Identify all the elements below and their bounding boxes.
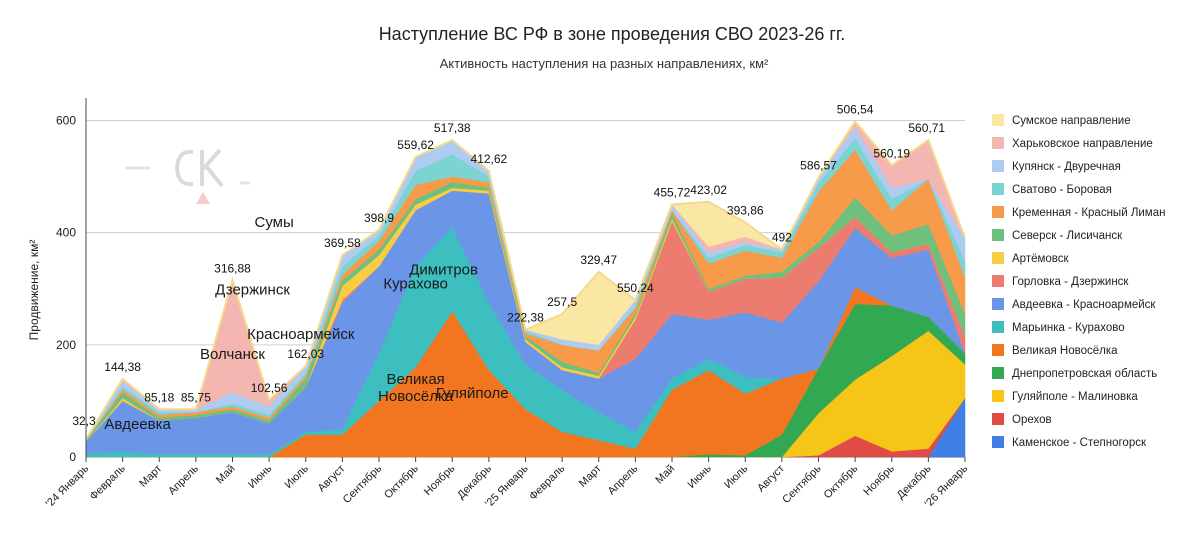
x-tick-label: Июнь — [685, 462, 713, 490]
total-data-label: 162,03 — [287, 347, 324, 361]
area-name-label: Новосёлка — [378, 388, 454, 405]
legend-entry: Кременная - Красный Лиман — [1012, 207, 1165, 219]
chart-subtitle: Активность наступления на разных направл… — [440, 56, 769, 71]
x-tick-label: Август — [316, 463, 348, 495]
area-name-label: Сумы — [254, 214, 293, 231]
x-tick-label: '24 Январь — [44, 462, 92, 510]
x-tick-label: Июль — [283, 462, 312, 491]
legend-swatch — [992, 413, 1004, 425]
legend-swatch — [992, 137, 1004, 149]
x-tick-label: Ноябрь — [861, 462, 897, 498]
y-tick-label: 600 — [56, 113, 76, 127]
y-axis-label: Продвижение, км² — [27, 240, 41, 341]
legend-swatch — [992, 160, 1004, 172]
legend-entry: Северск - Лисичанск — [1012, 230, 1123, 242]
total-data-label: 329,47 — [580, 253, 617, 267]
total-data-label: 222,38 — [507, 311, 544, 325]
legend-entry: Харьковское направление — [1012, 138, 1153, 150]
x-tick-label: Сентябрь — [341, 462, 385, 506]
x-tick-label: Май — [653, 463, 677, 487]
total-data-label: 455,72 — [654, 186, 691, 200]
legend-swatch — [992, 390, 1004, 402]
total-data-label: 393,86 — [727, 204, 764, 218]
legend-entry: Артёмовск — [1012, 253, 1070, 265]
x-tick-label: Май — [214, 463, 238, 487]
area-name-label: Волчанск — [200, 346, 265, 363]
legend-entry: Купянск - Двуречная — [1012, 161, 1121, 173]
total-data-label: 316,88 — [214, 261, 251, 275]
legend-swatch — [992, 229, 1004, 241]
chart-title: Наступление ВС РФ в зоне проведения СВО … — [379, 24, 846, 44]
legend-entry: Марьинка - Курахово — [1012, 322, 1125, 334]
x-tick-label: Февраль — [88, 462, 128, 502]
area-name-label: Димитров — [409, 262, 478, 279]
total-data-label: 102,56 — [251, 381, 288, 395]
legend-swatch — [992, 367, 1004, 379]
label-layer: 32,3 144,38 85,18 85,75 316,88 102,56 162,03 36… — [72, 103, 945, 433]
y-tick-label: 200 — [56, 338, 76, 352]
x-tick-label: Октябрь — [382, 462, 421, 501]
total-data-label: 560,71 — [908, 121, 945, 135]
watermark-logo — [125, 148, 250, 204]
y-tick-label: 400 — [56, 226, 76, 240]
x-tick-label: Ноябрь — [422, 462, 458, 498]
total-data-label: 398,9 — [364, 211, 394, 225]
legend-swatch — [992, 114, 1004, 126]
legend-entry: Горловка - Дзержинск — [1012, 276, 1129, 288]
x-tick-label: Октябрь — [822, 462, 861, 501]
legend-entry: Сумское направление — [1012, 115, 1131, 127]
total-data-label: 369,58 — [324, 236, 361, 250]
total-outline — [85, 119, 966, 440]
legend: Сумское направление Харьковское направлен… — [992, 114, 1165, 449]
y-tick-label: 0 — [69, 450, 76, 464]
total-data-label: 506,54 — [837, 103, 874, 117]
total-data-label: 560,19 — [873, 146, 910, 160]
x-tick-label: Июль — [722, 462, 751, 491]
legend-entry: Авдеевка - Красноармейск — [1012, 299, 1156, 311]
area-name-label: Дзержинск — [215, 281, 290, 298]
x-tick-label: Август — [755, 463, 787, 495]
legend-swatch — [992, 183, 1004, 195]
total-data-label: 492 — [772, 230, 792, 244]
legend-entry: Великая Новосёлка — [1012, 345, 1118, 357]
area-name-label: Курахово — [383, 276, 448, 293]
x-tick-label: Сентябрь — [780, 462, 824, 506]
area-name-label: Авдеевка — [104, 416, 171, 433]
total-data-label: 85,75 — [181, 390, 211, 404]
total-data-label: 517,38 — [434, 121, 471, 135]
x-tick-label: Апрель — [606, 462, 641, 497]
legend-entry: Орехов — [1012, 414, 1052, 426]
total-data-label: 32,3 — [72, 414, 96, 428]
x-tick-label: Март — [137, 463, 164, 490]
total-data-label: 559,62 — [397, 138, 434, 152]
area-layer — [85, 119, 966, 458]
total-data-label: 144,38 — [104, 360, 141, 374]
x-tick-label: Февраль — [527, 462, 567, 502]
total-data-label: 257,5 — [547, 295, 577, 309]
legend-entry: Днепропетровская область — [1012, 368, 1157, 380]
legend-entry: Каменское - Степногорск — [1012, 437, 1147, 449]
legend-swatch — [992, 321, 1004, 333]
total-data-label: 550,24 — [617, 281, 654, 295]
x-tick-label: Июнь — [246, 462, 274, 490]
legend-swatch — [992, 206, 1004, 218]
area-name-label: Красноармейск — [247, 326, 355, 343]
area-name-label: Гуляйполе — [436, 385, 509, 402]
total-data-label: 85,18 — [144, 390, 174, 404]
total-data-label: 423,02 — [690, 183, 727, 197]
legend-swatch — [992, 275, 1004, 287]
total-data-label: 586,57 — [800, 159, 837, 173]
area-name-label: Великая — [386, 371, 444, 388]
legend-entry: Гуляйполе - Малиновка — [1012, 391, 1138, 403]
legend-entry: Сватово - Боровая — [1012, 184, 1112, 196]
total-data-label: 412,62 — [471, 152, 508, 166]
x-tick-label: Апрель — [166, 462, 201, 497]
legend-swatch — [992, 298, 1004, 310]
legend-swatch — [992, 252, 1004, 264]
legend-swatch — [992, 344, 1004, 356]
x-tick-label: Март — [577, 463, 604, 490]
legend-swatch — [992, 436, 1004, 448]
